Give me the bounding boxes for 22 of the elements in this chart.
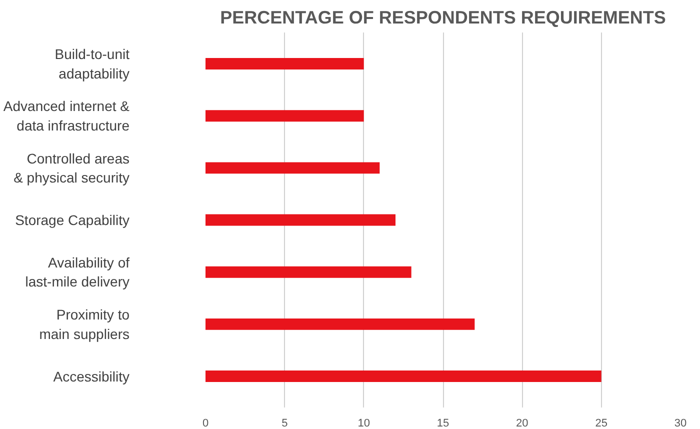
y-tick-label: Accessibility: [53, 368, 130, 384]
y-tick-label: Availability of last-mile delivery: [25, 254, 130, 290]
x-tick-label: 15: [436, 418, 450, 429]
y-tick-label: Proximity to main suppliers: [39, 306, 130, 342]
y-tick-label: Build-to-unit adaptability: [54, 46, 130, 82]
bar: [206, 110, 364, 122]
bar: [206, 370, 602, 382]
x-tick-label: 0: [202, 418, 209, 429]
x-tick-label: 30: [674, 418, 687, 429]
bar: [206, 266, 412, 278]
y-tick-label: Storage Capability: [15, 212, 130, 228]
x-tick-label: 5: [282, 418, 288, 429]
x-tick-label: 20: [516, 418, 528, 429]
bar: [206, 58, 364, 70]
chart-title: PERCENTAGE OF RESPONDENTS REQUIREMENTS: [220, 8, 666, 28]
bar: [206, 318, 475, 330]
bar: [206, 162, 380, 174]
x-tick-label: 25: [595, 418, 608, 429]
y-tick-label: Controlled areas & physical security: [14, 150, 130, 186]
y-tick-label: Advanced internet & data infrastructure: [3, 98, 130, 134]
bar: [206, 214, 396, 226]
x-tick-label: 10: [358, 418, 370, 429]
